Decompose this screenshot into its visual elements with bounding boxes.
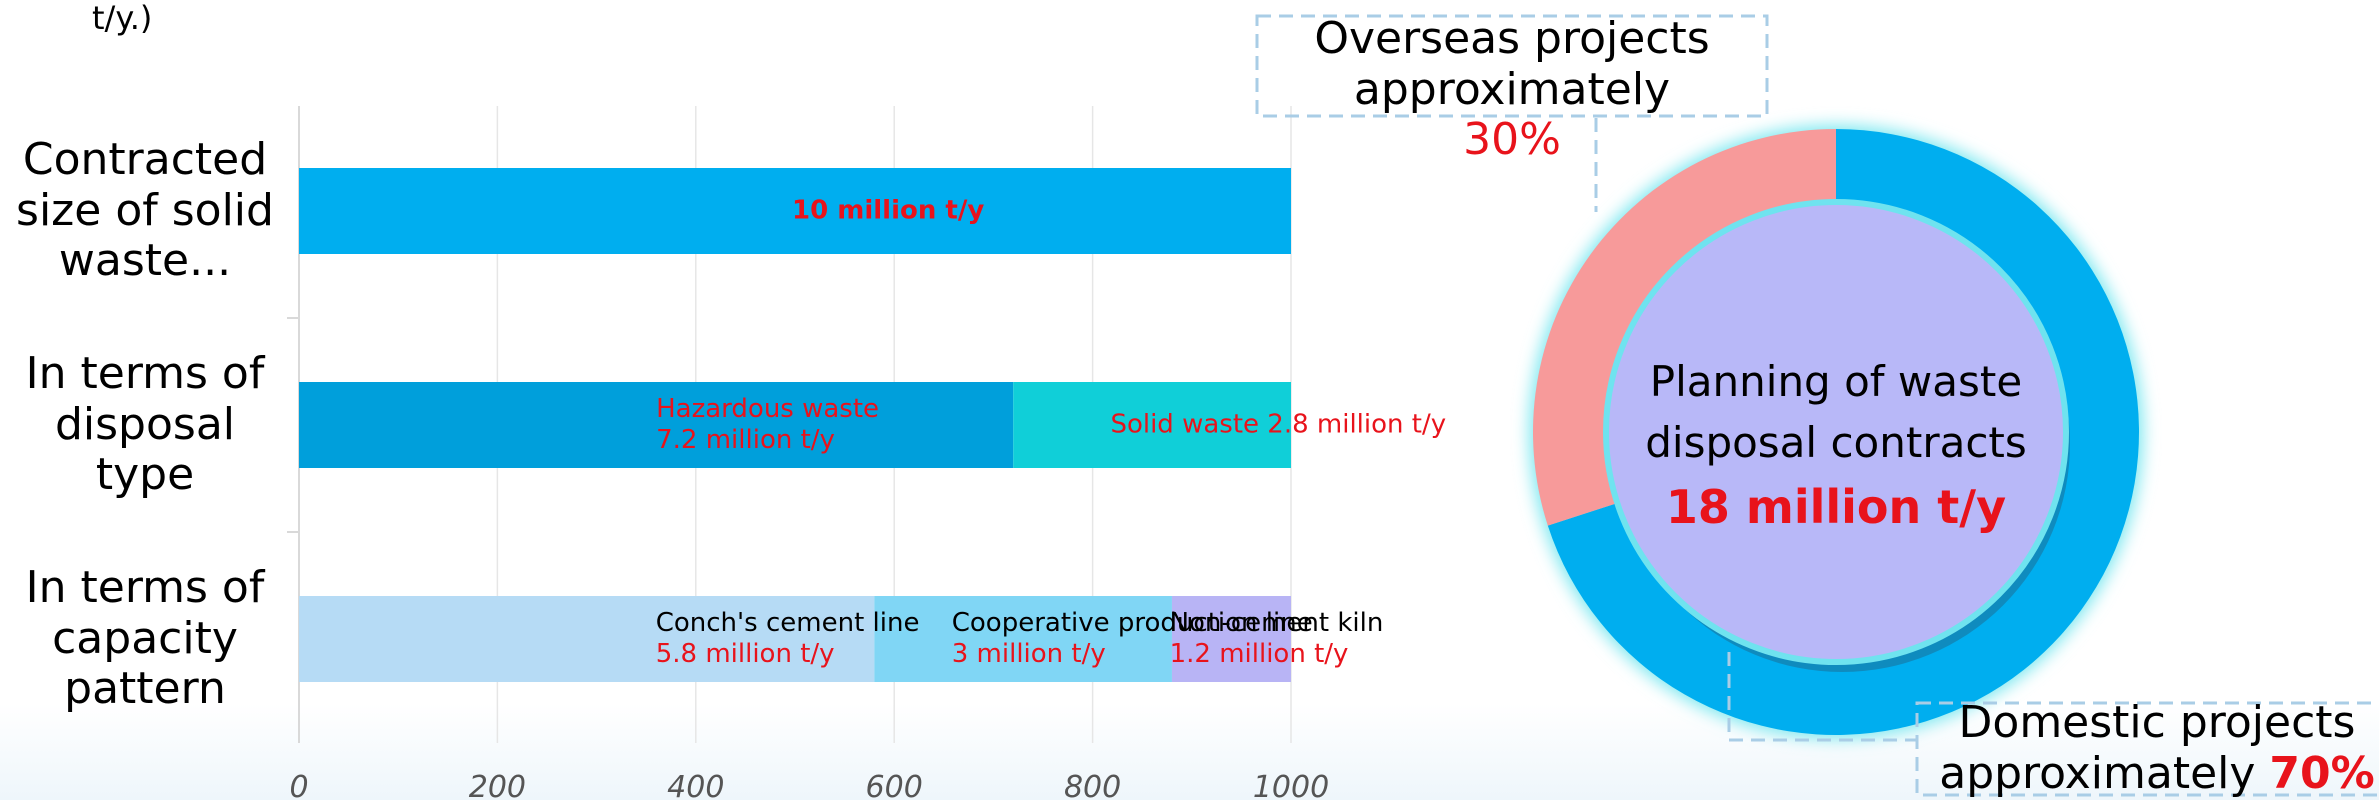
category-text: Contracted size of solid waste...: [16, 134, 274, 287]
category-label: In terms of disposal type: [0, 340, 290, 510]
callout-label: Overseas projects approximately 30%: [1302, 13, 1722, 166]
segment-value: 1.2 million t/y: [1169, 639, 1349, 669]
callout-name: Overseas projects approximately: [1314, 13, 1710, 115]
segment-name: Cooperative production line: [951, 607, 1313, 638]
center-title: Planning of waste disposal contracts: [1645, 357, 2027, 467]
segment-label: Solid waste 2.8 million t/y: [1110, 409, 1446, 440]
segment-label: Non-cement kiln 1.2 million t/y: [1170, 608, 1384, 670]
segment-name: Conch's cement line: [655, 607, 920, 638]
bar-segment: [1171, 596, 1291, 682]
bar-segment: [874, 596, 1172, 682]
segment-label: 10 million t/y: [792, 195, 984, 226]
leader-line: [1727, 652, 1917, 742]
segment-name: Non-cement kiln: [1169, 607, 1384, 638]
segment-value: 2.8 million t/y: [1267, 409, 1447, 440]
bar-segment: [299, 168, 1291, 254]
note: t/y.): [92, 0, 153, 37]
category-label: In terms of capacity pattern: [0, 554, 290, 724]
bar-segment: [299, 596, 875, 682]
donut-center: [1603, 199, 2069, 665]
segment-value: 7.2 million t/y: [656, 425, 835, 455]
segment-label: Hazardous waste 7.2 million t/y: [656, 394, 926, 456]
callout-value: 70%: [2269, 747, 2375, 799]
bar-segment: [1013, 382, 1291, 468]
donut-slice: [1532, 129, 1836, 526]
category-text: In terms of disposal type: [25, 348, 265, 501]
x-tick-label: 0: [289, 770, 309, 800]
center-subtitle: 18 million t/y: [1665, 479, 2007, 534]
category-label: Contracted size of solid waste...: [0, 126, 290, 296]
bar-segment: [299, 382, 1014, 468]
callout-box: [1915, 701, 2379, 797]
callout-label: Domestic projects approximately 70%: [1937, 697, 2377, 799]
segment-name: Solid waste: [1110, 409, 1260, 440]
segment-value: 3 million t/y: [951, 639, 1106, 669]
callout-box: [1255, 14, 1769, 118]
x-tick-label: 1000: [1252, 770, 1330, 800]
segment-label: Conch's cement line 5.8 million t/y: [656, 608, 920, 670]
x-tick-label: 200: [468, 770, 527, 800]
callout-name: Domestic projects approximately: [1939, 697, 2356, 799]
segment-value: 10 million t/y: [792, 195, 985, 226]
segment-value: 5.8 million t/y: [655, 639, 835, 669]
category-text: In terms of capacity pattern: [25, 562, 265, 715]
x-tick-label: 800: [1063, 770, 1122, 800]
callout-value: 30%: [1463, 114, 1561, 166]
center-text: Planning of waste disposal contracts 18 m…: [1636, 352, 2036, 540]
x-tick-label: 400: [667, 770, 725, 800]
x-tick-label: 600: [865, 770, 923, 800]
segment-label: Cooperative production line 3 million t/y: [951, 607, 1313, 670]
segment-name: Hazardous waste: [656, 393, 880, 424]
